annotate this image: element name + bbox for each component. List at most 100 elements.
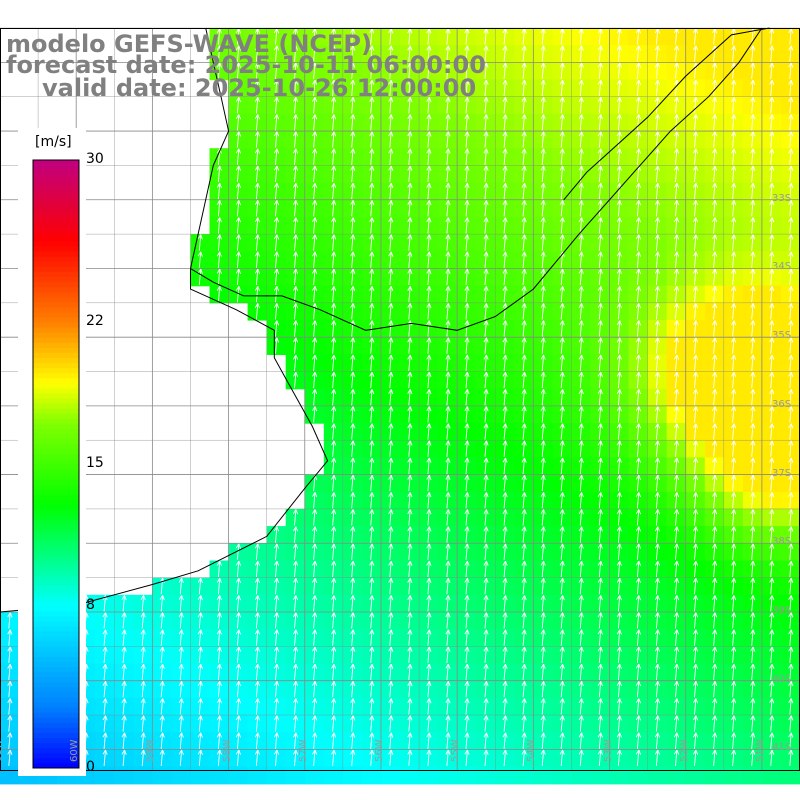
field-cell <box>419 766 439 785</box>
colorbar-segment <box>33 230 79 237</box>
colorbar-segment <box>33 621 79 627</box>
field-cell <box>133 766 153 785</box>
colorbar-segment <box>33 717 79 723</box>
latitude-label: 40S <box>772 674 792 685</box>
longitude-label: 57W <box>298 739 309 762</box>
longitude-label: 59W <box>145 739 156 762</box>
colorbar-segment <box>33 540 79 546</box>
colorbar-segment <box>33 281 79 288</box>
field-cell <box>342 766 363 785</box>
field-cell <box>247 766 268 785</box>
field-cell <box>304 766 325 785</box>
longitude-label: 61W <box>0 739 4 762</box>
colorbar-segment <box>33 570 79 576</box>
colorbar-segment <box>33 545 79 551</box>
colorbar-segment <box>33 357 79 364</box>
colorbar-segment <box>33 479 79 485</box>
colorbar-segment <box>33 464 79 470</box>
field-cell <box>685 766 706 785</box>
colorbar-segment <box>33 408 79 414</box>
colorbar-segment <box>33 261 79 267</box>
colorbar-segment <box>33 271 79 277</box>
longitude-label: 51W <box>755 739 766 762</box>
field-cell <box>400 766 420 785</box>
colorbar-segment <box>33 707 79 713</box>
field-cell <box>723 766 744 785</box>
colorbar-segment <box>33 398 79 404</box>
latitude-label: 33S <box>772 193 792 204</box>
colorbar-tick-label: 8 <box>86 597 95 613</box>
colorbar-segment <box>33 180 79 186</box>
colorbar-segment <box>33 590 79 597</box>
colorbar-segment <box>33 190 79 196</box>
colorbar-segment <box>33 393 79 399</box>
colorbar-segment <box>33 423 79 429</box>
field-cell <box>666 766 687 785</box>
colorbar-segment <box>33 631 79 637</box>
field-cell <box>533 766 553 785</box>
colorbar-segment <box>33 646 79 652</box>
colorbar-segment <box>33 276 79 282</box>
colorbar-segment <box>33 367 79 374</box>
colorbar-segment <box>33 170 79 176</box>
colorbar-segment <box>33 195 79 201</box>
colorbar-segment <box>33 686 79 693</box>
field-cell <box>171 766 191 785</box>
field-cell <box>0 766 20 785</box>
colorbar-segment <box>33 671 79 678</box>
colorbar-segment <box>33 499 79 505</box>
colorbar-segment <box>33 529 79 536</box>
longitude-label: 55W <box>450 739 461 762</box>
colorbar-segment <box>33 458 79 465</box>
colorbar-segment <box>33 692 79 698</box>
field-cell <box>152 766 172 785</box>
field-cell <box>647 766 668 785</box>
field-cell <box>438 766 458 785</box>
field-cell <box>190 766 211 785</box>
colorbar-segment <box>33 555 79 561</box>
colorbar-segment <box>33 504 79 510</box>
colorbar-segment <box>33 626 79 632</box>
longitude-label: 56W <box>374 739 385 762</box>
colorbar-segment <box>33 722 79 728</box>
colorbar-segment <box>33 332 79 338</box>
field-cell <box>590 766 611 785</box>
colorbar-segment <box>33 712 79 718</box>
colorbar-segment <box>33 322 79 328</box>
colorbar-segment <box>33 256 79 262</box>
longitude-label: 58W <box>222 739 233 762</box>
field-cell <box>781 766 800 785</box>
field-cell <box>209 766 230 785</box>
colorbar-segment <box>33 342 79 348</box>
colorbar-segment <box>33 165 79 171</box>
colorbar-segment <box>33 433 79 440</box>
colorbar-segment <box>33 200 79 206</box>
latitude-label: 35S <box>772 330 792 341</box>
colorbar-segment <box>33 382 79 389</box>
colorbar-unit: [m/s] <box>35 134 72 150</box>
field-cell <box>95 766 115 785</box>
colorbar-segment <box>33 469 79 475</box>
colorbar-segment <box>33 448 79 455</box>
colorbar-segment <box>33 489 79 495</box>
latitude-label: 36S <box>772 399 792 410</box>
colorbar-tick-label: 22 <box>86 313 104 329</box>
field-cell <box>609 766 630 785</box>
colorbar-segment <box>33 236 79 242</box>
colorbar-segment <box>33 377 79 384</box>
latitude-label: 38S <box>772 536 792 547</box>
colorbar-segment <box>33 616 79 622</box>
colorbar-segment <box>33 347 79 353</box>
field-cell <box>361 766 382 785</box>
colorbar-segment <box>33 327 79 333</box>
field-cell <box>704 766 725 785</box>
colorbar-segment <box>33 438 79 445</box>
colorbar-tick-label: 15 <box>86 455 104 471</box>
colorbar-segment <box>33 727 79 733</box>
colorbar-segment <box>33 636 79 642</box>
latitude-label: 41S <box>772 742 792 753</box>
colorbar-segment <box>33 519 79 526</box>
field-cell <box>552 766 572 785</box>
colorbar-segment <box>33 175 79 181</box>
colorbar-segment <box>33 246 79 252</box>
